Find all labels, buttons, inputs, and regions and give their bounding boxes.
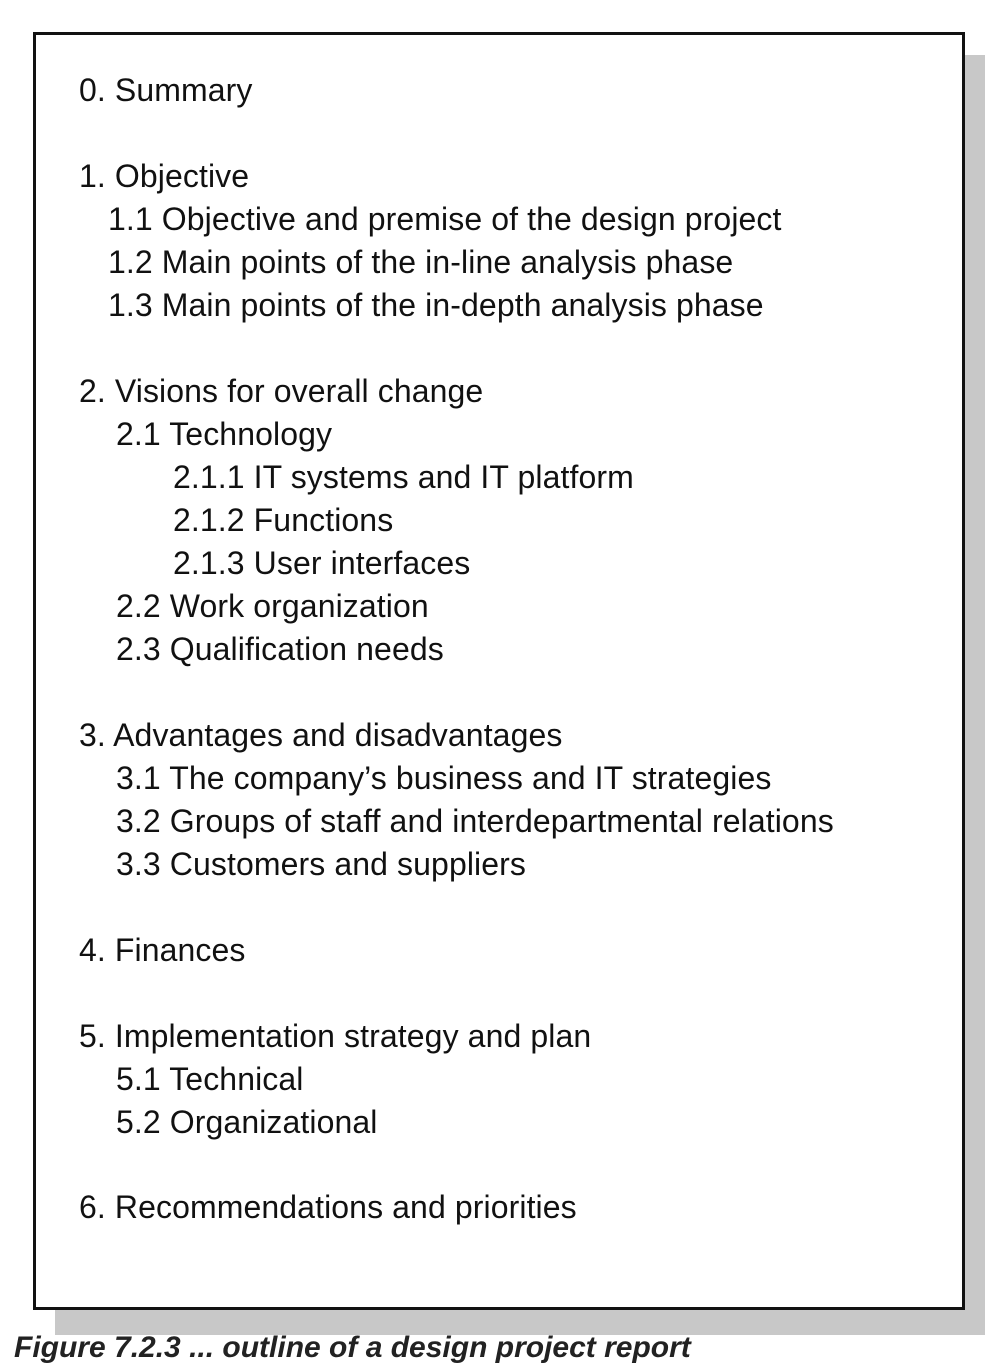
outline-item: 2.1.1 IT systems and IT platform — [173, 459, 634, 495]
outline-item: 2.3 Qualification needs — [116, 631, 444, 667]
outline-item: 3.2 Groups of staff and interdepartmenta… — [116, 803, 834, 839]
outline-item: 1.2 Main points of the in-line analysis … — [108, 244, 734, 280]
outline-item: 1. Objective — [79, 158, 250, 194]
outline-item: 2.1 Technology — [116, 416, 333, 452]
outline-item: 2. Visions for overall change — [79, 373, 484, 409]
outline-item: 4. Finances — [79, 932, 246, 968]
outline-item: 5.2 Organizational — [116, 1104, 378, 1140]
outline-frame — [33, 32, 965, 1310]
outline-item: 5. Implementation strategy and plan — [79, 1018, 592, 1054]
outline-item: 2.1.3 User interfaces — [173, 545, 471, 581]
figure-caption: Figure 7.2.3 ... outline of a design pro… — [14, 1331, 691, 1364]
outline-item: 2.1.2 Functions — [173, 502, 394, 538]
outline-item: 3. Advantages and disadvantages — [79, 717, 563, 753]
outline-item: 6. Recommendations and priorities — [79, 1189, 577, 1225]
outline-item: 0. Summary — [79, 72, 253, 108]
outline-item: 3.1 The company’s business and IT strate… — [116, 760, 772, 796]
outline-item: 5.1 Technical — [116, 1061, 304, 1097]
outline-item: 1.1 Objective and premise of the design … — [108, 201, 782, 237]
outline-item: 1.3 Main points of the in-depth analysis… — [108, 287, 764, 323]
outline-item: 3.3 Customers and suppliers — [116, 846, 527, 882]
outline-item: 2.2 Work organization — [116, 588, 429, 624]
